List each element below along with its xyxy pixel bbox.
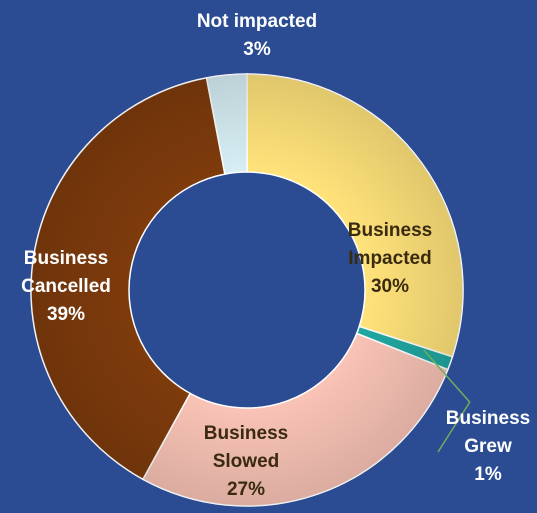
label-business-impacted: Business Impacted 30% xyxy=(348,220,432,297)
label-business-cancelled: Business Cancelled 39% xyxy=(21,248,111,325)
slice-business-slowed xyxy=(141,332,449,507)
label-business-slowed: Business Slowed 27% xyxy=(204,423,288,500)
slice-business-impacted xyxy=(246,73,464,358)
label-not-impacted: Not impacted 3% xyxy=(197,11,317,60)
business-grew-leader-line xyxy=(423,349,471,453)
slice-labels: Business Impacted 30% Business Grew 1% Busines… xyxy=(21,11,530,500)
label-business-grew: Business Grew 1% xyxy=(446,408,530,485)
